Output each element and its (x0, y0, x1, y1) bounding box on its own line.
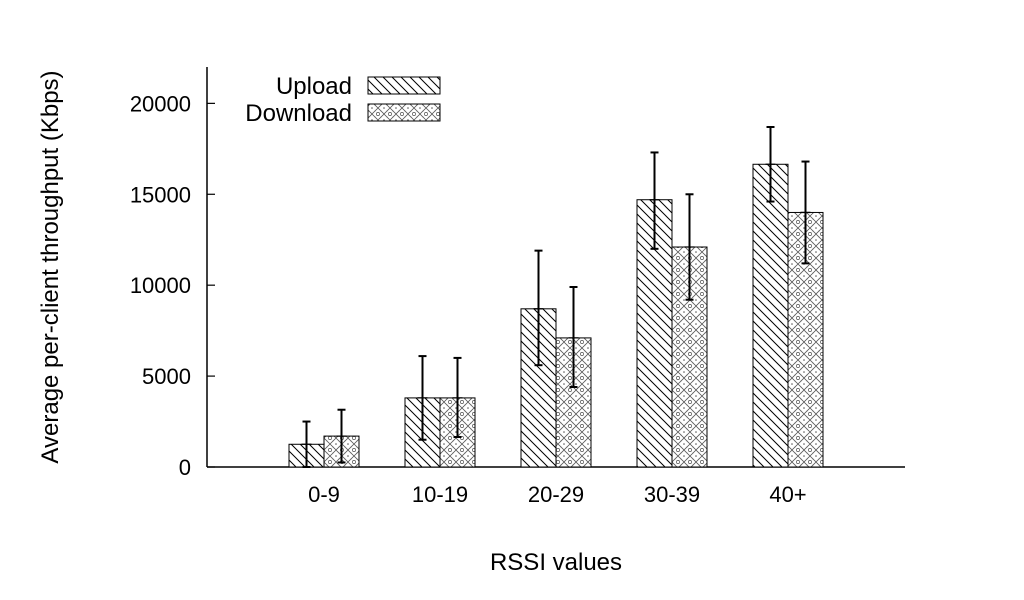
mean-marker (649, 194, 660, 205)
x-tick-label: 40+ (769, 482, 806, 507)
x-axis-title: RSSI values (490, 549, 622, 576)
y-tick-label: 20000 (130, 91, 191, 116)
x-tick-label: 30-39 (644, 482, 700, 507)
y-axis-title: Average per-client throughput (Kbps) (37, 70, 64, 463)
error-bars (301, 126, 811, 468)
mean-marker (301, 439, 312, 450)
x-tick-label: 20-29 (528, 482, 584, 507)
mean-marker (336, 431, 347, 442)
legend: Upload Download (245, 73, 441, 127)
mean-marker (533, 303, 544, 314)
y-tick-label: 15000 (130, 182, 191, 207)
y-axis-ticks: 0 5000 10000 15000 20000 (130, 91, 215, 480)
mean-marker (765, 159, 776, 170)
mean-marker (800, 207, 811, 218)
legend-label-download: Download (245, 100, 352, 127)
legend-swatch-download (367, 103, 441, 122)
mean-marker (684, 242, 695, 252)
mean-marker (452, 392, 463, 403)
y-tick-label: 0 (179, 455, 191, 480)
x-tick-label: 10-19 (412, 482, 468, 507)
y-tick-label: 5000 (142, 364, 191, 389)
bar-series (288, 163, 824, 468)
legend-swatch-upload (367, 76, 441, 95)
mean-marker (417, 392, 428, 403)
y-tick-label: 10000 (130, 273, 191, 298)
legend-label-upload: Upload (276, 73, 352, 100)
x-axis-ticks: 0-9 10-19 20-29 30-39 40+ (308, 482, 807, 507)
mean-marker (568, 332, 579, 343)
x-tick-label: 0-9 (308, 482, 340, 507)
bar-upload-40+ (752, 163, 789, 468)
